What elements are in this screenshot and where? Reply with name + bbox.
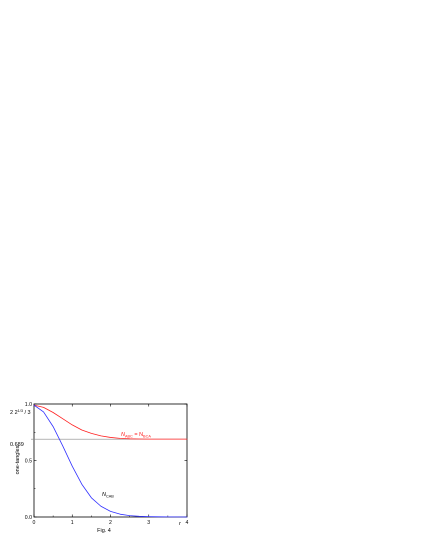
legend-red-eq: = N [133,432,143,438]
axis-ticks: 0 1 2 3 4 0.0 0.5 1.0 [25,402,189,526]
series-line-abc [33,404,188,440]
x-tick-label: 4 [186,520,189,526]
x-tick-label: 2 [109,520,112,526]
y-tick-label: 0.0 [25,515,32,521]
y-tick-label: 0.5 [25,459,32,465]
svg-text:2 21/3 / 3: 2 21/3 / 3 [10,409,31,416]
series-line-cab [33,404,188,518]
legend-red-sub: ABC [125,435,133,439]
x-axis-label: r [179,521,182,527]
x-tick-label: 1 [71,520,74,526]
legend-blue: NCAB [102,492,114,499]
y-label-0689: 0.689 [10,442,24,448]
legend-blue-main: N [102,492,106,498]
y-label-special-tail: / 3 [23,410,31,416]
y-axis-label: one-tangles [15,445,21,474]
y-label-special: 2 21/3 / 3 [10,409,31,416]
y-label-special-base: 2 2 [10,410,18,416]
legend-red: NABC = NBCA [121,432,151,439]
svg-text:NABC = NBCA: NABC = NBCA [121,432,151,439]
legend-red-main: N [121,432,125,438]
legend-red-sub2: BCA [143,435,151,439]
plot-frame [33,403,188,518]
legend-blue-sub: CAB [106,495,114,499]
y-label-special-sup: 1/3 [18,409,23,413]
figure-caption: Fig. 4 [97,528,111,534]
x-tick-label: 0 [33,520,36,526]
svg-text:NCAB: NCAB [102,492,114,499]
x-tick-label: 3 [147,520,150,526]
y-tick-label: 1.0 [25,402,32,408]
series-layer [33,404,188,518]
